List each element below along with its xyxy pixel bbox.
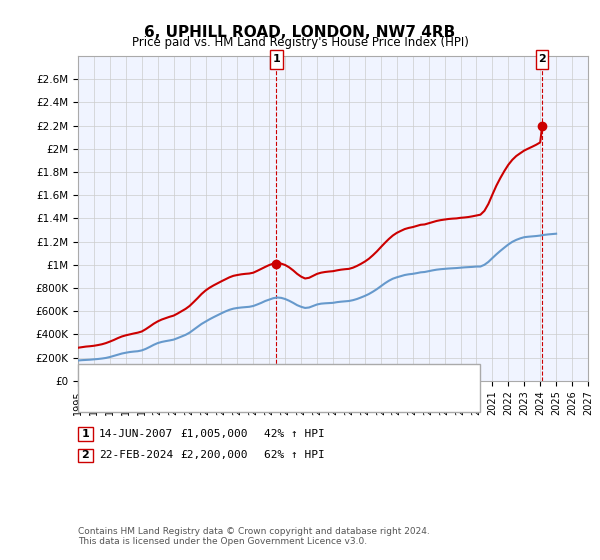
Text: 6, UPHILL ROAD, LONDON, NW7 4RB (detached house): 6, UPHILL ROAD, LONDON, NW7 4RB (detache… [109, 372, 394, 382]
Text: 42% ↑ HPI: 42% ↑ HPI [264, 429, 325, 439]
Text: 2: 2 [538, 54, 546, 64]
Text: 6, UPHILL ROAD, LONDON, NW7 4RB: 6, UPHILL ROAD, LONDON, NW7 4RB [145, 25, 455, 40]
Text: 14-JUN-2007: 14-JUN-2007 [99, 429, 173, 439]
FancyBboxPatch shape [271, 49, 283, 69]
Text: 22-FEB-2024: 22-FEB-2024 [99, 450, 173, 460]
Text: —: — [87, 368, 104, 386]
Text: HPI: Average price, detached house, Barnet: HPI: Average price, detached house, Barn… [109, 393, 337, 403]
Text: 1: 1 [272, 54, 280, 64]
Text: Contains HM Land Registry data © Crown copyright and database right 2024.
This d: Contains HM Land Registry data © Crown c… [78, 526, 430, 546]
Text: 2: 2 [82, 450, 89, 460]
Text: £1,005,000: £1,005,000 [180, 429, 248, 439]
Text: £2,200,000: £2,200,000 [180, 450, 248, 460]
Text: 62% ↑ HPI: 62% ↑ HPI [264, 450, 325, 460]
Text: —: — [87, 389, 104, 407]
FancyBboxPatch shape [536, 49, 548, 69]
Text: 1: 1 [82, 429, 89, 439]
Text: Price paid vs. HM Land Registry's House Price Index (HPI): Price paid vs. HM Land Registry's House … [131, 36, 469, 49]
